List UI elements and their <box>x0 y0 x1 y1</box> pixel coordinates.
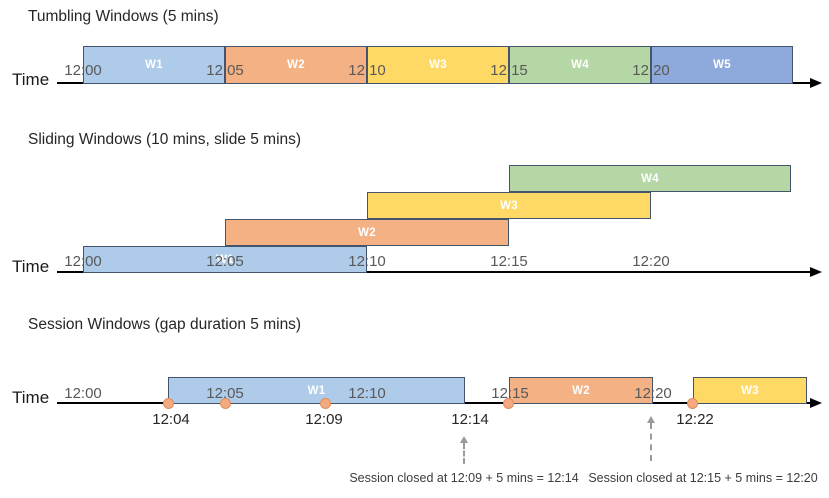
time-axis-label: Time <box>12 70 50 89</box>
timeline-arrowhead-icon <box>810 78 822 88</box>
section-title-session: Session Windows (gap duration 5 mins) <box>28 316 302 333</box>
tick-label: 12:20 <box>634 385 672 402</box>
window-box: W3 <box>367 192 651 219</box>
event-dot <box>502 397 514 409</box>
event-time-label: 12:04 <box>152 411 190 428</box>
annotation-arrowhead-icon <box>460 436 468 443</box>
tick-label: 12:10 <box>348 385 386 402</box>
window-label: W4 <box>571 59 589 71</box>
timeline-arrowhead-icon <box>810 267 822 277</box>
window-box: W1 <box>168 377 465 404</box>
tick-label: 12:00 <box>64 253 102 270</box>
window-label: W1 <box>145 59 163 71</box>
annotation-arrowhead-icon <box>647 416 655 423</box>
window-label: W2 <box>572 384 590 397</box>
tick-label: 12:05 <box>206 253 244 270</box>
window-box: W1 <box>83 246 367 273</box>
tick-label: 12:00 <box>64 62 102 79</box>
window-label: W3 <box>500 199 518 212</box>
section-title-tumbling: Tumbling Windows (5 mins) <box>28 8 219 25</box>
tick-label: 12:15 <box>491 385 529 402</box>
timeline <box>57 402 810 404</box>
tick-label: 12:00 <box>64 385 102 402</box>
event-dot <box>319 397 331 409</box>
annotation-text: Session closed at 12:09 + 5 mins = 12:14 <box>349 471 579 485</box>
window-label: W2 <box>358 226 376 239</box>
window-box: W3 <box>693 377 807 404</box>
window-box: W4 <box>509 46 651 84</box>
window-label: W4 <box>641 172 659 185</box>
window-label: W3 <box>429 59 447 71</box>
annotation-dashed-line <box>650 423 652 461</box>
timeline <box>57 82 810 84</box>
window-label: W3 <box>741 384 759 397</box>
section-title-sliding: Sliding Windows (10 mins, slide 5 mins) <box>28 131 302 148</box>
time-axis-label: Time <box>12 388 50 407</box>
window-box: W2 <box>225 219 509 246</box>
event-dot <box>162 397 174 409</box>
window-box: W2 <box>225 46 367 84</box>
event-dot <box>219 397 231 409</box>
annotation-text: Session closed at 12:15 + 5 mins = 12:20 <box>588 471 818 485</box>
window-box: W5 <box>651 46 793 84</box>
tick-label: 12:10 <box>348 253 386 270</box>
window-box: W3 <box>367 46 509 84</box>
window-box: W2 <box>509 377 653 404</box>
tick-label: 12:10 <box>348 62 386 79</box>
time-axis-label: Time <box>12 257 50 276</box>
event-time-label: 12:14 <box>451 411 489 428</box>
tick-label: 12:05 <box>206 385 244 402</box>
tick-label: 12:05 <box>206 62 244 79</box>
annotation-dashed-line <box>463 443 465 464</box>
event-time-label: 12:22 <box>676 411 714 428</box>
tick-label: 12:15 <box>490 62 528 79</box>
window-box: W1 <box>83 46 225 84</box>
window-label: W5 <box>713 59 731 71</box>
event-dot <box>686 397 698 409</box>
event-time-label: 12:09 <box>305 411 343 428</box>
window-label: W1 <box>307 384 326 397</box>
window-box: W4 <box>509 165 791 192</box>
timeline-arrowhead-icon <box>810 398 822 408</box>
tick-label: 12:20 <box>632 253 670 270</box>
tick-label: 12:20 <box>632 62 670 79</box>
timeline <box>57 271 810 273</box>
window-label: W2 <box>287 59 305 71</box>
window-label: W1 <box>216 253 234 266</box>
tick-label: 12:15 <box>490 253 528 270</box>
